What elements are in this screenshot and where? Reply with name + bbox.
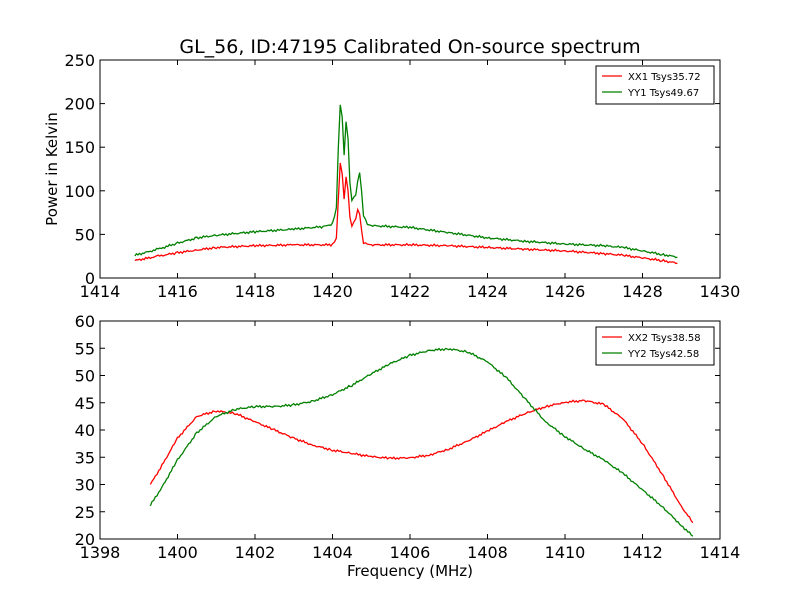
x-tick-label: 1402 [235, 543, 276, 562]
legend-entry-label: YY1 Tsys49.67 [627, 88, 699, 99]
y-tick-label: 60 [75, 312, 95, 331]
x-tick-label: 1426 [545, 282, 586, 301]
y-tick-label: 50 [75, 367, 95, 386]
x-tick-label: 1398 [80, 543, 121, 562]
legend: XX2 Tsys38.58 YY2 Tsys42.58 [595, 326, 715, 366]
series-line-yy1 [134, 104, 678, 259]
series-line-xx1 [134, 162, 678, 265]
x-tick-label: 1414 [80, 282, 121, 301]
y-tick-label: 100 [64, 182, 95, 201]
x-tick-label: 1416 [157, 282, 198, 301]
bottom-spectrum-plot: 1398 1400 1402 1404 1406 1408 1410 1412 1414 20 25… [75, 312, 741, 580]
x-tick-label: 1428 [622, 282, 663, 301]
y-tick-label: 25 [75, 503, 95, 522]
legend-entry-label: XX1 Tsys35.72 [628, 72, 701, 83]
series-line-xx2 [149, 399, 694, 524]
y-tick-label: 35 [75, 448, 95, 467]
y-tick-label: 150 [64, 138, 95, 157]
x-tick-label: 1420 [312, 282, 353, 301]
x-tick-label: 1418 [235, 282, 276, 301]
y-tick-label: 200 [64, 95, 95, 114]
x-tick-label: 1430 [700, 282, 741, 301]
legend-entry-label: XX2 Tsys38.58 [628, 333, 701, 344]
series-line-yy2 [149, 347, 694, 537]
y-tick-label: 40 [75, 421, 95, 440]
legend-box [595, 65, 715, 105]
x-tick-label: 1424 [467, 282, 508, 301]
legend: XX1 Tsys35.72 YY1 Tsys49.67 [595, 65, 715, 105]
y-tick-label: 20 [75, 530, 95, 549]
legend-entry-label: YY2 Tsys42.58 [627, 349, 699, 360]
top-spectrum-plot: 1414 1416 1418 1420 1422 1424 1426 1428 1430 0 50 1… [43, 51, 740, 301]
y-tick-label: 45 [75, 394, 95, 413]
x-tick-label: 1400 [157, 543, 198, 562]
y-tick-label: 50 [75, 225, 95, 244]
x-tick-label: 1412 [622, 543, 663, 562]
y-tick-label: 30 [75, 476, 95, 495]
x-tick-label: 1404 [312, 543, 353, 562]
x-tick-label: 1406 [390, 543, 431, 562]
legend-box [595, 326, 715, 366]
x-tick-label: 1410 [545, 543, 586, 562]
y-tick-label: 250 [64, 51, 95, 70]
x-tick-label: 1414 [700, 543, 741, 562]
x-tick-label: 1422 [390, 282, 431, 301]
figure-title: GL_56, ID:47195 Calibrated On-source spe… [179, 36, 640, 58]
y-axis-label: Power in Kelvin [43, 112, 61, 226]
x-tick-label: 1408 [467, 543, 508, 562]
y-tick-label: 55 [75, 339, 95, 358]
y-tick-label: 0 [85, 269, 95, 288]
x-axis-label: Frequency (MHz) [347, 562, 473, 580]
